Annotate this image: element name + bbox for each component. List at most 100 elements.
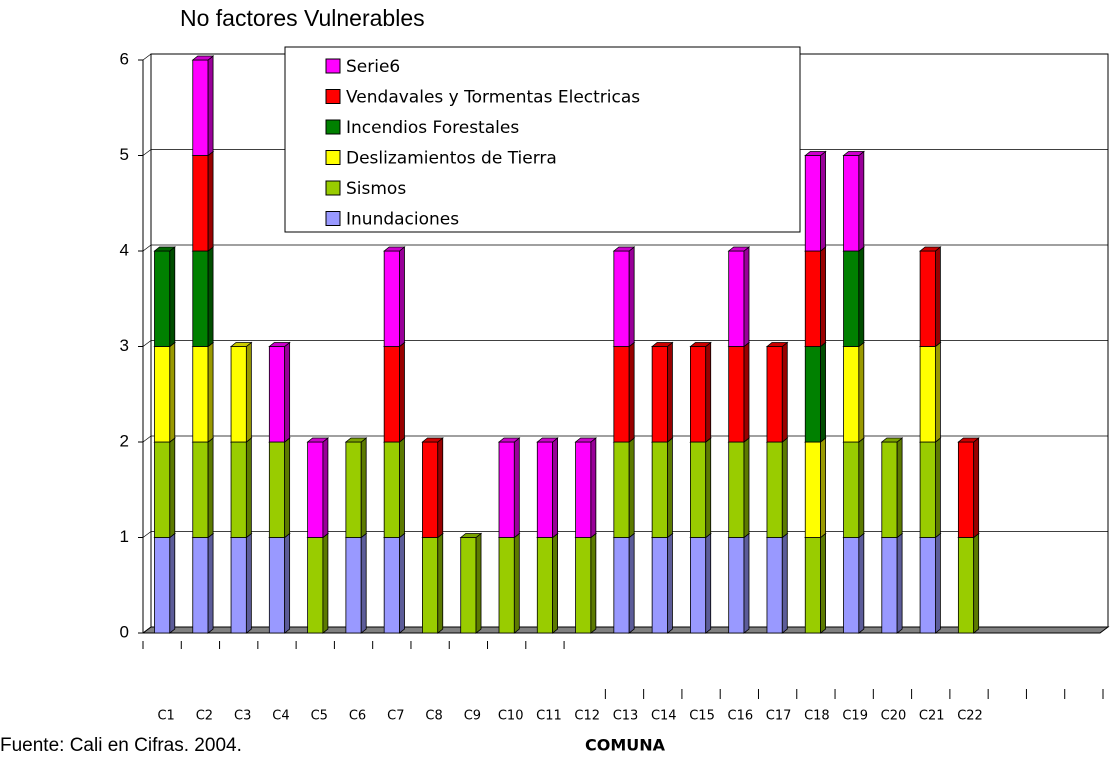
bar-side: [590, 532, 597, 634]
bar-side: [820, 532, 826, 634]
bar-segment: [881, 441, 898, 538]
bar-top: [383, 246, 406, 252]
bar-side: [858, 150, 865, 252]
bar-side: [934, 341, 941, 443]
bar-side: [743, 532, 750, 634]
bar-side: [628, 341, 635, 443]
bar-segment: [345, 441, 362, 538]
bar-top: [918, 246, 942, 252]
x-tick-label: C10: [498, 709, 524, 724]
x-tick-label: C11: [536, 709, 562, 724]
bar-side: [399, 246, 405, 348]
source-note: Fuente: Cali en Cifras. 2004.: [0, 735, 242, 756]
bar-side: [590, 437, 597, 539]
bar-side: [399, 341, 405, 443]
bar-segment: [575, 537, 592, 634]
bar-segment: [919, 346, 936, 443]
bar-side: [973, 532, 980, 634]
y-tick-label: 5: [120, 145, 129, 164]
bar-segment: [230, 346, 247, 443]
x-tick-label: C9: [464, 709, 481, 724]
bar-side: [552, 532, 558, 634]
bar-side: [245, 341, 252, 443]
bar-side: [437, 437, 444, 539]
bar-side: [705, 437, 712, 539]
bar-segment: [154, 346, 171, 443]
bar-side: [705, 532, 712, 634]
bar-segment: [766, 537, 783, 634]
bar-segment: [536, 441, 553, 538]
x-tick-label: C13: [613, 709, 639, 724]
bar-side: [934, 246, 941, 348]
bar-side: [284, 341, 291, 443]
grid-join: [142, 149, 152, 156]
bar-segment: [192, 250, 209, 347]
bar-segment: [613, 346, 630, 443]
grid-join: [142, 531, 152, 538]
bar-side: [820, 246, 826, 348]
bar-top: [880, 437, 904, 443]
bar-segment: [804, 155, 821, 252]
bar-side: [169, 437, 176, 539]
x-tick-label: C2: [196, 709, 213, 724]
grid-join: [142, 53, 152, 61]
grid-join: [142, 435, 152, 443]
y-tick-label: 4: [120, 240, 129, 259]
bar-segment: [651, 346, 668, 443]
bar-segment: [651, 537, 668, 634]
bar-side: [628, 246, 635, 348]
y-tick-label: 0: [120, 622, 129, 641]
bar-side: [475, 532, 482, 634]
bar-top: [957, 437, 980, 443]
x-tick-label: C21: [919, 709, 945, 724]
bar-segment: [728, 250, 745, 347]
y-tick-label: 1: [120, 527, 129, 546]
bar-top: [421, 437, 444, 443]
bar-segment: [383, 537, 400, 634]
bar-segment: [843, 250, 860, 347]
bar-segment: [804, 250, 821, 347]
bar-segment: [957, 441, 975, 538]
bar-side: [628, 437, 635, 539]
bar-side: [820, 437, 826, 539]
bar-segment: [383, 441, 400, 538]
bar-top: [727, 246, 751, 252]
legend-swatch: [325, 150, 341, 165]
x-tick-label: C18: [804, 709, 830, 724]
bar-side: [743, 341, 750, 443]
bar-side: [781, 341, 788, 443]
bar-segment: [613, 537, 630, 634]
bar-segment: [154, 537, 171, 634]
bar-top: [612, 246, 636, 252]
bar-segment: [383, 250, 400, 347]
bar-segment: [230, 537, 247, 634]
grid-join: [142, 626, 152, 634]
x-tick-label: C4: [272, 709, 289, 724]
bar-segment: [766, 441, 783, 538]
bar-segment: [843, 346, 860, 443]
legend-swatch: [325, 119, 341, 135]
x-axis-label: COMUNA: [585, 736, 666, 755]
bar-top: [497, 437, 521, 443]
x-tick-label: C1: [157, 709, 174, 724]
legend-swatch: [325, 211, 341, 226]
bar-side: [667, 437, 673, 539]
bar-segment: [804, 441, 821, 538]
bar-segment: [843, 155, 860, 252]
bar-segment: [575, 441, 592, 538]
bar-side: [858, 437, 865, 539]
bar-segment: [536, 537, 553, 634]
bar-segment: [804, 346, 821, 443]
bar-side: [322, 532, 329, 634]
bar-side: [207, 150, 214, 252]
bar-segment: [192, 155, 209, 252]
bar-side: [207, 437, 214, 539]
bar-segment: [804, 537, 821, 634]
bar-segment: [154, 441, 171, 538]
bar-side: [207, 55, 214, 157]
x-tick-label: C20: [881, 709, 907, 724]
bar-side: [437, 532, 444, 634]
bar-segment: [192, 441, 209, 538]
bar-segment: [154, 250, 171, 347]
legend-label: Deslizamientos de Tierra: [346, 149, 557, 169]
